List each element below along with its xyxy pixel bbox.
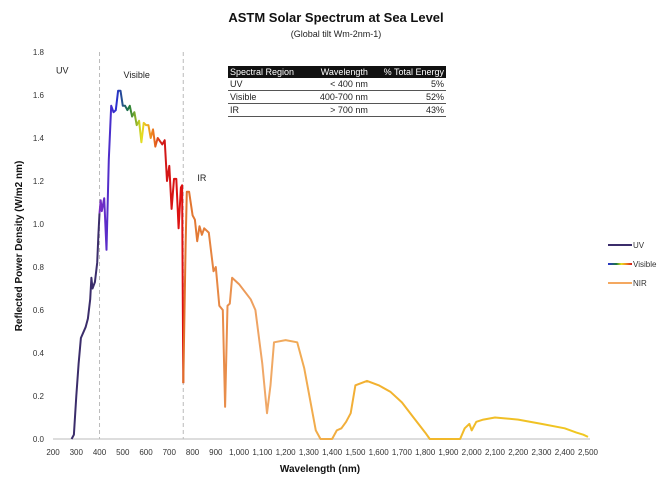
table-cell: < 400 nm [308,78,370,91]
table-cell: UV [228,78,309,91]
table-cell: > 700 nm [308,103,370,117]
chart-subtitle: (Global tilt Wm-2nm-1) [291,29,382,39]
y-tick-label: 1.0 [33,220,45,229]
y-tick-label: 1.2 [33,177,45,186]
x-tick-label: 1,500 [345,448,366,457]
series-line-uv [70,213,101,440]
x-tick-label: 300 [70,448,84,457]
x-tick-label: 1,600 [369,448,390,457]
x-tick-label: 1,400 [322,448,343,457]
table-cell: 400-700 nm [308,90,370,104]
y-axis-label: Reflected Power Density (W/m2 nm) [14,161,25,332]
table-cell: IR [228,103,309,117]
table-cell: Visible [228,90,309,104]
x-tick-label: 2,300 [531,448,552,457]
x-tick-label: 1,200 [276,448,297,457]
y-tick-label: 0.6 [33,306,45,315]
series-line-nir [182,190,589,440]
table-row: UV < 400 nm 5% [228,78,446,91]
y-tick-label: 0.0 [33,435,45,444]
y-tick-label: 0.4 [33,349,45,358]
table-cell: 43% [369,103,446,117]
x-tick-label: 400 [93,448,107,457]
chart-title: ASTM Solar Spectrum at Sea Level [228,10,443,25]
table-row: Visible 400-700 nm 52% [228,90,446,104]
series-line-visible [98,89,185,384]
region-label: Visible [124,70,150,80]
x-tick-label: 500 [116,448,130,457]
x-axis-label: Wavelength (nm) [280,464,360,475]
table-header: Spectral Region [228,66,309,78]
region-label: IR [197,173,207,183]
table-header: Wavelength [308,66,370,78]
x-tick-label: 1,700 [392,448,413,457]
x-tick-label: 2,400 [555,448,576,457]
table-header-row: Spectral Region Wavelength % Total Energ… [228,66,446,78]
legend-label-uv: UV [633,241,645,250]
legend: UV Visible NIR [608,241,657,288]
x-tick-label: 1,100 [252,448,273,457]
x-tick-label: 1,900 [438,448,459,457]
legend-label-nir: NIR [633,279,647,288]
x-tick-label: 1,000 [229,448,250,457]
region-label: UV [56,66,69,76]
x-tick-label: 700 [163,448,177,457]
x-tick-label: 2,000 [462,448,483,457]
x-tick-label: 800 [186,448,200,457]
y-tick-label: 0.8 [33,263,45,272]
y-tick-label: 1.6 [33,91,45,100]
x-tick-label: 2,200 [508,448,529,457]
table-header: % Total Energy [369,66,446,78]
x-tick-label: 200 [46,448,60,457]
y-tick-label: 0.2 [33,392,45,401]
y-tick-label: 1.8 [33,48,45,57]
legend-label-visible: Visible [633,260,657,269]
table-cell: 52% [369,90,446,104]
x-tick-label: 900 [209,448,223,457]
x-tick-label: 2,500 [578,448,599,457]
table-cell: 5% [369,78,446,91]
table-row: IR > 700 nm 43% [228,103,446,117]
x-tick-label: 1,800 [415,448,436,457]
x-tick-label: 2,100 [485,448,506,457]
x-tick-label: 600 [139,448,153,457]
y-tick-label: 1.4 [33,134,45,143]
x-tick-label: 1,300 [299,448,320,457]
energy-table: Spectral Region Wavelength % Total Energ… [228,66,446,117]
